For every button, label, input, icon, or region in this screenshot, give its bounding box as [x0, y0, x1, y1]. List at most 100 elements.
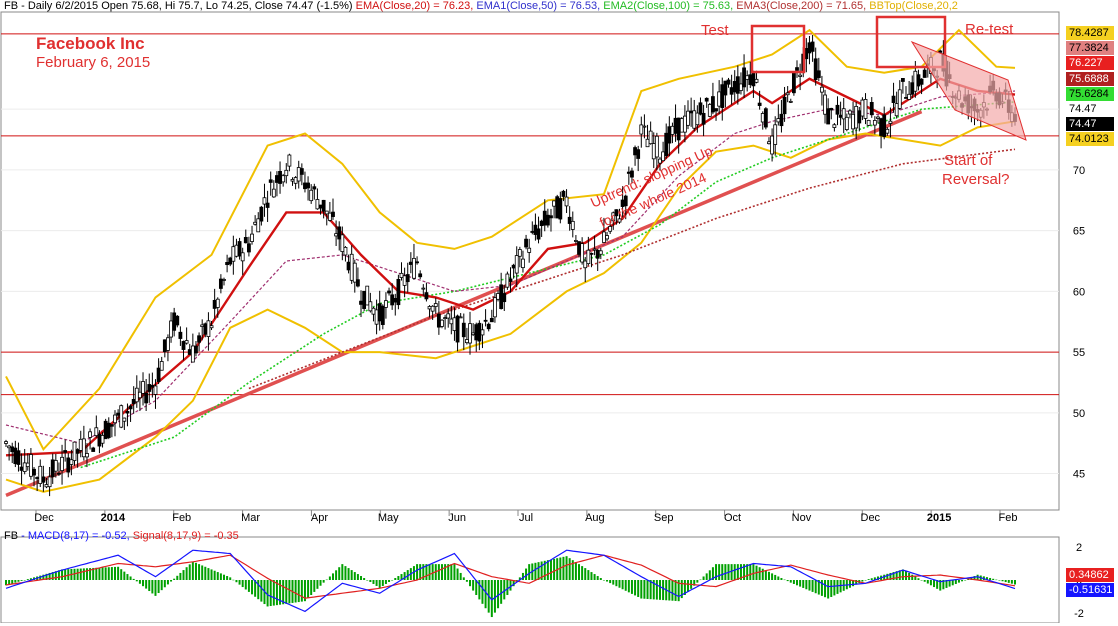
candle-body [35, 477, 40, 479]
candle [592, 235, 597, 256]
macd-histogram-bar [198, 564, 201, 580]
candle [545, 208, 550, 228]
candle [259, 205, 264, 226]
candle [639, 116, 644, 148]
macd-histogram-bar [269, 580, 272, 607]
candle [418, 270, 423, 280]
candle [60, 444, 64, 485]
candle-body [748, 74, 753, 85]
macd-histogram-bar [431, 564, 434, 580]
macd-histogram-bar [51, 572, 54, 580]
price-chart[interactable]: 45505560657075 Dec2014FebMarAprMayJunJul… [0, 0, 1118, 530]
macd-histogram-bar [394, 578, 397, 580]
candle-body [910, 82, 915, 95]
macd-histogram-bar [419, 564, 422, 580]
macd-header: FB - MACD(8,17) = -0.52, Signal(8,17,9) … [4, 530, 239, 542]
macd-histogram-bar [145, 580, 148, 589]
candle [119, 404, 124, 429]
macd-histogram-bar [855, 580, 858, 585]
macd-histogram-bar [584, 568, 587, 580]
candle-body [206, 320, 211, 337]
tag-ema20: 77.3824 [1066, 41, 1114, 55]
macd-histogram-bar [176, 575, 179, 580]
candle-body [415, 261, 419, 264]
candle-body [891, 95, 896, 103]
candle [113, 410, 117, 437]
candle-body [22, 462, 27, 472]
candle-body [496, 293, 500, 300]
macd-histogram-bar [182, 570, 185, 580]
candle [91, 446, 96, 452]
candle-body [573, 240, 578, 242]
macd-histogram-bar [506, 580, 509, 595]
candle-body [399, 272, 404, 278]
candle-body [555, 196, 560, 219]
tag-ema100: 75.6284 [1066, 87, 1114, 101]
candle-body [714, 108, 718, 112]
macd-histogram-bar [961, 580, 964, 582]
candle-body [194, 345, 198, 354]
candle-body [7, 445, 12, 449]
candle [66, 453, 71, 478]
macd-histogram-bar [113, 566, 116, 580]
candle-body [595, 249, 600, 259]
macd-histogram-bar [574, 562, 577, 580]
candle [810, 35, 815, 62]
macd-histogram-bar [596, 576, 599, 580]
candle-body [268, 179, 273, 183]
candle [175, 315, 180, 328]
candle-body [682, 115, 687, 133]
candle-body [141, 381, 145, 394]
candle [209, 320, 214, 331]
candle [166, 334, 170, 362]
macd-histogram-bar [646, 580, 649, 599]
macd-histogram-bar [901, 569, 904, 580]
candle [243, 229, 248, 244]
header-ema20: EMA(Close,20) = 76.23, [355, 0, 477, 12]
macd-histogram-bar [444, 564, 447, 580]
macd-histogram-bar [67, 569, 70, 580]
macd-histogram-bar [307, 580, 310, 599]
candle-body [832, 124, 837, 128]
candle-body [175, 315, 180, 326]
candle [580, 237, 585, 265]
candle-body [686, 110, 690, 126]
x-tick-label: Jun [448, 512, 466, 524]
macd-histogram-bar [191, 561, 194, 580]
candle [623, 194, 628, 220]
candle-body [499, 284, 504, 309]
x-tick-label: Nov [792, 512, 812, 524]
macd-histogram-bar [120, 569, 123, 580]
macd-histogram-bar [179, 572, 182, 580]
candle-body [754, 78, 759, 83]
candle [32, 467, 36, 487]
candle [256, 212, 261, 233]
candle [53, 453, 58, 478]
macd-histogram-bar [789, 580, 792, 583]
candle-body [278, 170, 282, 184]
candle [686, 100, 690, 130]
macd-histogram-bar [864, 580, 867, 581]
macd-histogram-bar [721, 564, 724, 580]
candle [197, 332, 201, 352]
candle-body [81, 438, 86, 458]
header-ema100: EMA2(Close,100) = 75.63, [603, 0, 737, 12]
candle-body [717, 91, 722, 107]
candle-body [527, 247, 532, 253]
macd-y-tick-label: -2 [1074, 608, 1084, 620]
macd-histogram-bar [425, 564, 428, 580]
candle [785, 86, 790, 103]
candle [791, 71, 796, 96]
candle [835, 96, 840, 126]
bollinger-bottom-line [5, 120, 1016, 493]
candle-body [156, 367, 161, 382]
candle-body [589, 252, 594, 255]
candle [433, 297, 438, 314]
macd-histogram-bar [279, 580, 282, 605]
candle-body [561, 190, 566, 197]
candle-body [704, 97, 709, 102]
macd-chart[interactable]: -202 [0, 525, 1118, 624]
x-tick-label: Oct [724, 512, 741, 524]
candle [85, 443, 89, 468]
macd-histogram-bar [509, 580, 512, 591]
